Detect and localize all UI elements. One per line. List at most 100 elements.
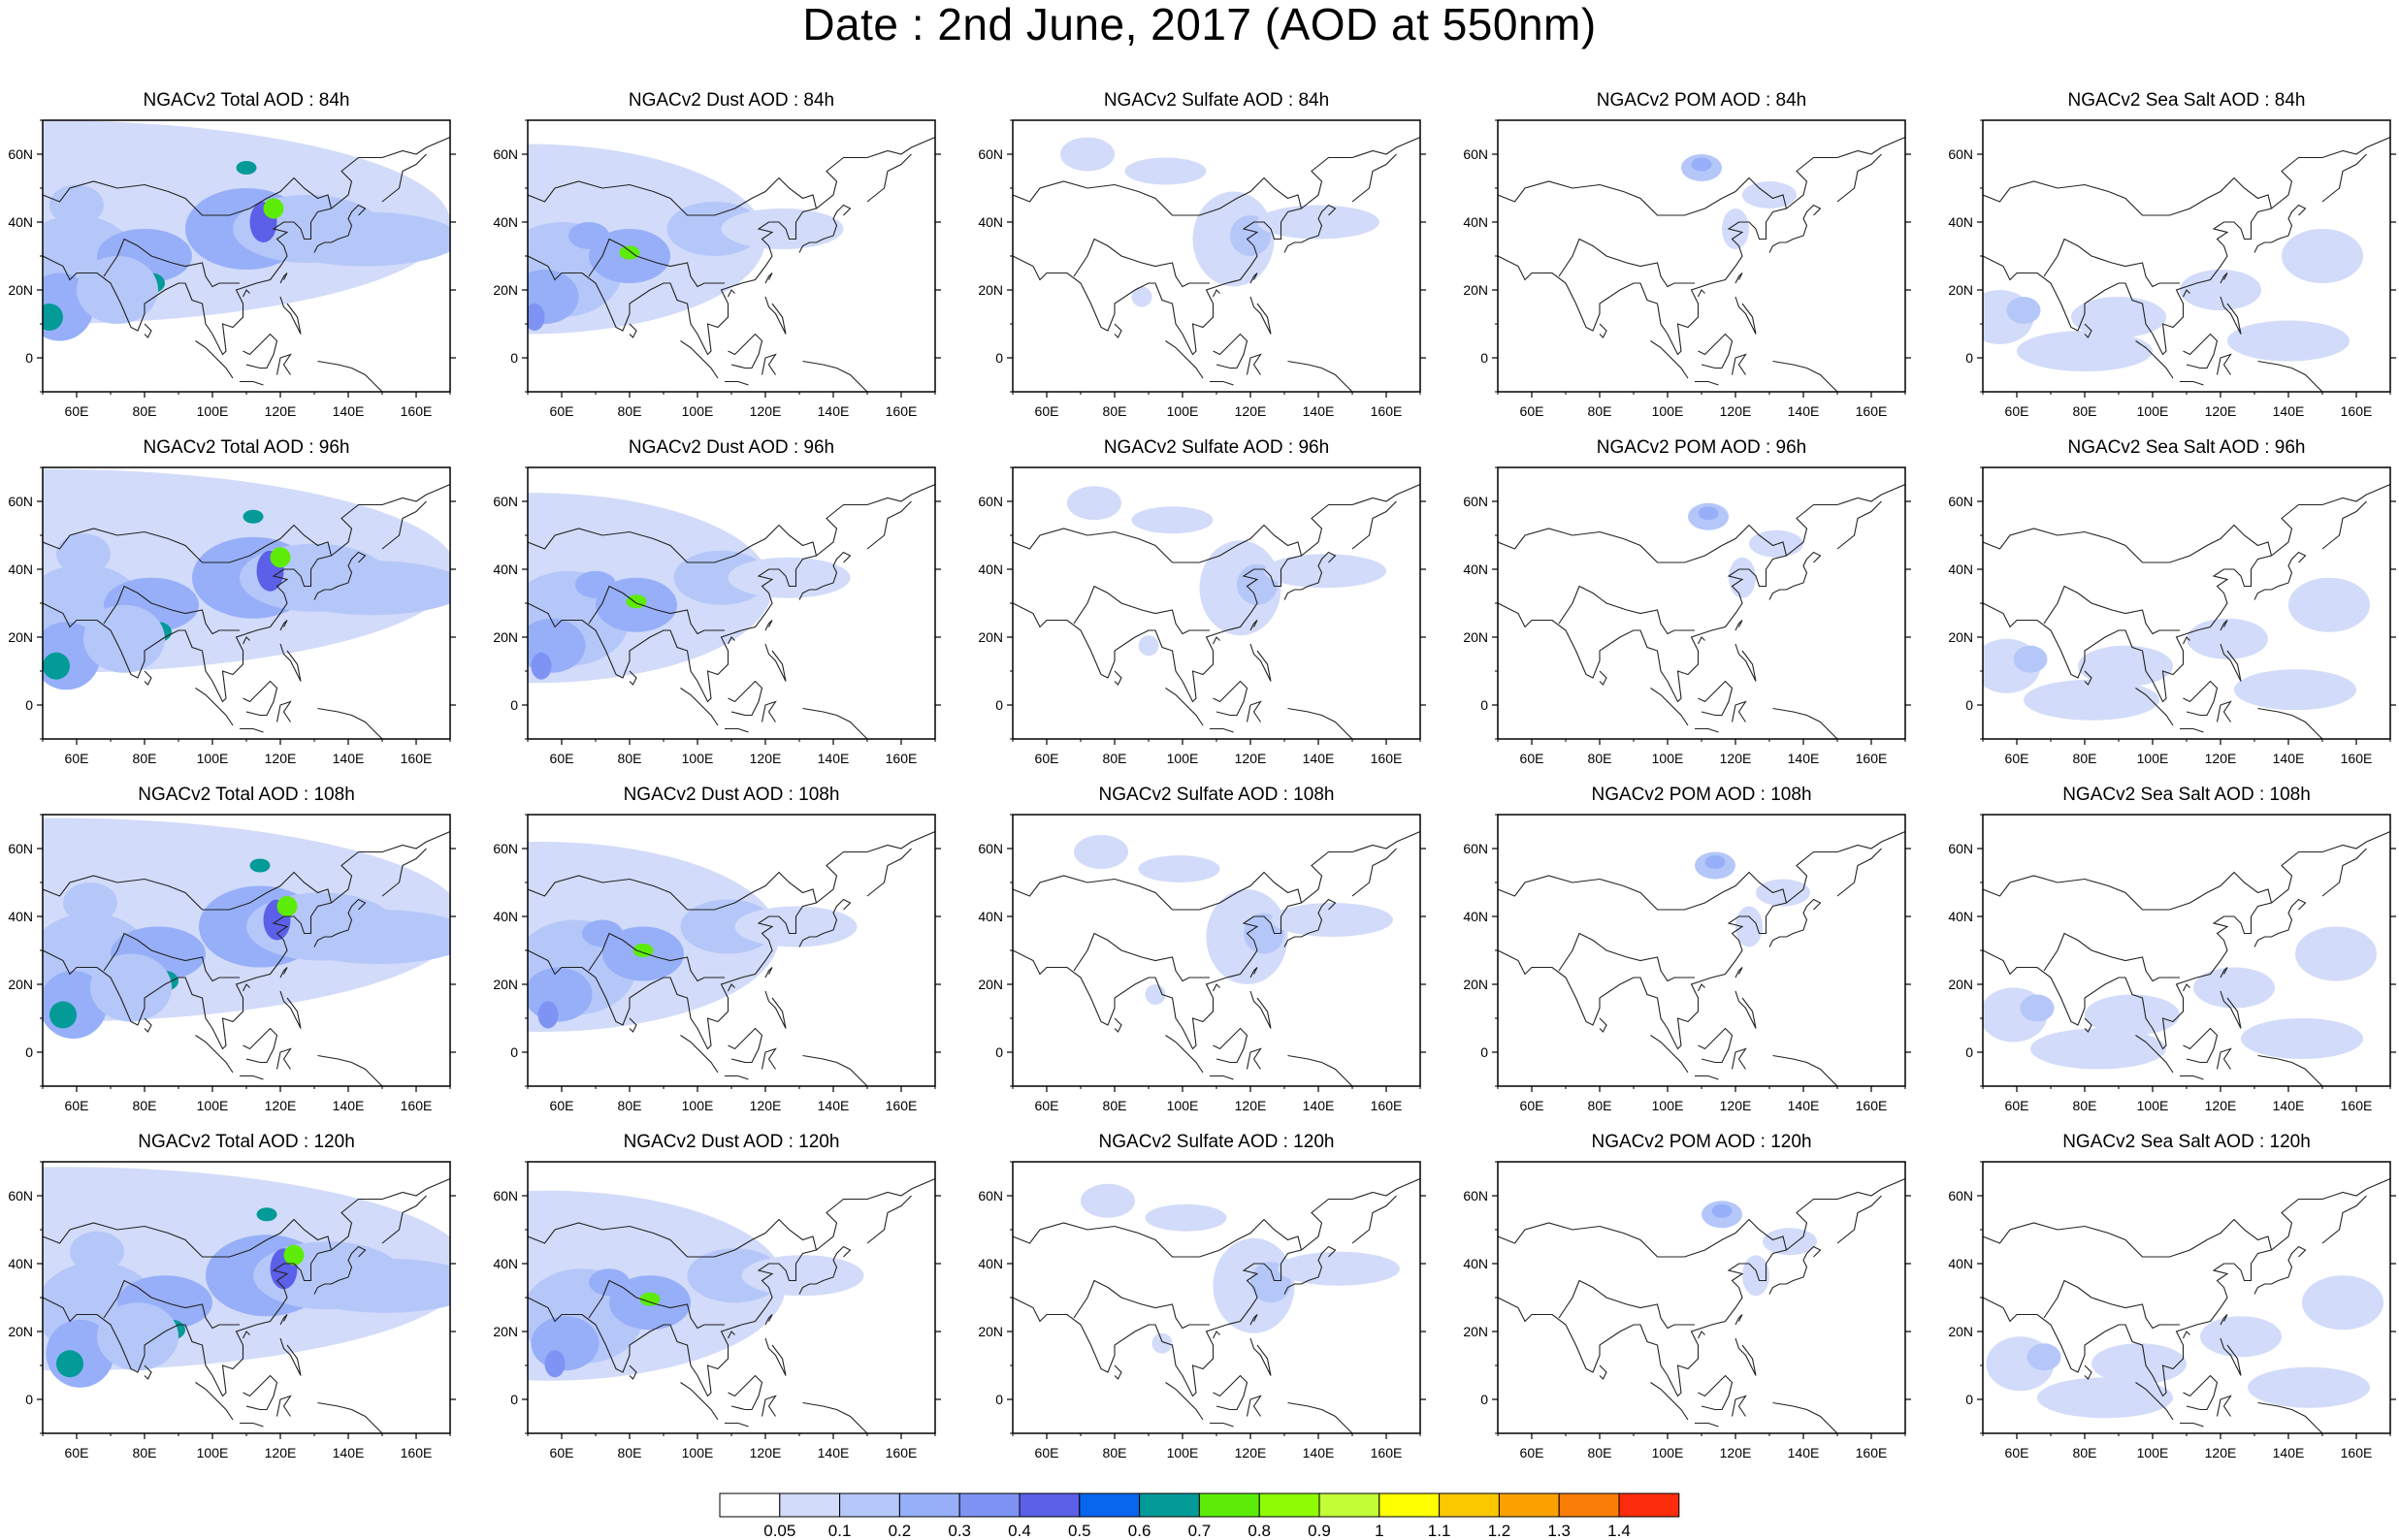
coastline <box>240 1075 264 1080</box>
coastline <box>1698 1331 1705 1339</box>
coastline <box>243 289 250 298</box>
longitude-label: 160E <box>1856 751 1888 766</box>
longitude-label: 60E <box>550 1098 574 1113</box>
longitude-label: 140E <box>1788 1098 1820 1113</box>
coastline <box>802 1054 868 1086</box>
coastline <box>680 1035 719 1074</box>
aod-shading <box>56 533 111 575</box>
coastline <box>725 1422 749 1428</box>
coastline <box>2220 620 2228 631</box>
coastline <box>1249 643 1272 682</box>
coastline <box>279 967 288 979</box>
coastline <box>1498 136 1905 356</box>
aod-shading <box>2017 331 2153 371</box>
longitude-label: 80E <box>2073 1445 2097 1460</box>
coastline <box>1073 932 1210 982</box>
aod-shading <box>2030 1028 2166 1070</box>
coastline <box>2084 323 2092 338</box>
coastline <box>381 848 427 897</box>
coastline <box>1698 1027 1734 1064</box>
coastline <box>381 1195 427 1244</box>
aod-shading <box>1749 529 1803 558</box>
longitude-label: 140E <box>1303 1098 1335 1113</box>
map-panel: NGACv2 Total AOD : 96h 60N 40N 20N 0 60E 80E 10… <box>0 436 479 781</box>
panel-title: NGACv2 Sulfate AOD : 84h <box>1103 90 1330 111</box>
aod-shading <box>1698 506 1719 521</box>
map-panel: NGACv2 Dust AOD : 120h 60N 40N 20N 0 60E 80E 10… <box>485 1131 964 1475</box>
longitude-label: 60E <box>1035 1445 1059 1460</box>
coastline <box>1210 1075 1234 1080</box>
coastline <box>313 204 367 253</box>
longitude-label: 60E <box>2005 403 2029 419</box>
coastline <box>144 1017 152 1033</box>
longitude-label: 100E <box>197 751 229 766</box>
longitude-label: 120E <box>750 751 782 766</box>
longitude-label: 80E <box>1588 1098 1612 1113</box>
longitude-label: 160E <box>1371 403 1403 419</box>
coastline <box>629 670 637 686</box>
coastline <box>528 524 818 563</box>
coastline <box>1114 670 1122 686</box>
latitude-label: 40N <box>978 909 1003 924</box>
coastline <box>1698 1374 1734 1411</box>
colorbar-tick-label: 1.3 <box>1547 1522 1571 1540</box>
latitude-label: 60N <box>1463 841 1488 856</box>
coastline <box>240 727 264 733</box>
latitude-label: 60N <box>8 494 33 509</box>
coastline <box>1114 323 1122 338</box>
coastline <box>728 983 735 992</box>
colorbar-swatch <box>958 1492 1021 1518</box>
aod-shading <box>2006 297 2041 324</box>
colorbar-swatch <box>719 1492 781 1518</box>
longitude-label: 160E <box>401 1445 433 1460</box>
coastline <box>1836 500 1882 550</box>
aod-map: 60N 40N 20N 0 60E 80E 100E 120E 140E 160E <box>493 119 941 419</box>
longitude-label: 140E <box>2273 1445 2305 1460</box>
map-panel: NGACv2 Sea Salt AOD : 96h 60N 40N 20N 0 60E 80… <box>1940 436 2399 781</box>
latitude-label: 40N <box>493 214 518 230</box>
aod-shading <box>77 256 158 324</box>
coastline <box>528 176 818 216</box>
coastline <box>1210 380 1234 386</box>
coastline <box>629 1017 637 1033</box>
coastline <box>276 700 292 722</box>
coastline <box>802 360 868 392</box>
longitude-label: 160E <box>2341 751 2373 766</box>
latitude-label: 60N <box>8 1188 33 1203</box>
coastline <box>43 483 450 703</box>
panel-title: NGACv2 POM AOD : 96h <box>1596 437 1807 458</box>
coastline <box>629 323 637 338</box>
longitude-label: 80E <box>133 751 157 766</box>
panel-title: NGACv2 Sulfate AOD : 120h <box>1098 1132 1335 1152</box>
latitude-label: 60N <box>1948 1188 1973 1203</box>
latitude-label: 0 <box>1480 1392 1488 1407</box>
map-panel: NGACv2 POM AOD : 120h 60N 40N 20N 0 60E 80E 100… <box>1455 1131 1934 1475</box>
coastline <box>761 1047 777 1070</box>
coastline <box>2183 636 2190 645</box>
coastline <box>1351 153 1397 203</box>
coastline <box>2220 1337 2242 1376</box>
map-panel: NGACv2 Sea Salt AOD : 108h 60N 40N 20N 0 60E 8… <box>1940 784 2399 1128</box>
longitude-label: 60E <box>1520 1445 1544 1460</box>
aod-shading <box>575 570 616 598</box>
aod-shading <box>589 1268 630 1297</box>
coastline <box>2180 380 2204 386</box>
latitude-label: 20N <box>8 977 33 992</box>
colorbar-swatch <box>1258 1492 1320 1518</box>
longitude-label: 120E <box>1235 403 1267 419</box>
latitude-label: 0 <box>510 350 518 366</box>
coastline <box>103 585 240 635</box>
coastline <box>1165 688 1204 726</box>
latitude-label: 40N <box>1948 909 1973 924</box>
aod-shading <box>619 245 640 260</box>
latitude-label: 20N <box>493 282 518 298</box>
coastline <box>1283 551 1337 600</box>
coastline <box>1283 898 1337 947</box>
coastline <box>680 688 719 726</box>
map-panel: NGACv2 Total AOD : 120h 60N 40N 20N 0 60E 80E 1… <box>0 1131 479 1475</box>
coastline <box>866 153 912 203</box>
latitude-label: 60N <box>493 146 518 162</box>
coastline <box>798 898 852 947</box>
longitude-label: 60E <box>550 751 574 766</box>
coastline <box>1734 1314 1743 1326</box>
